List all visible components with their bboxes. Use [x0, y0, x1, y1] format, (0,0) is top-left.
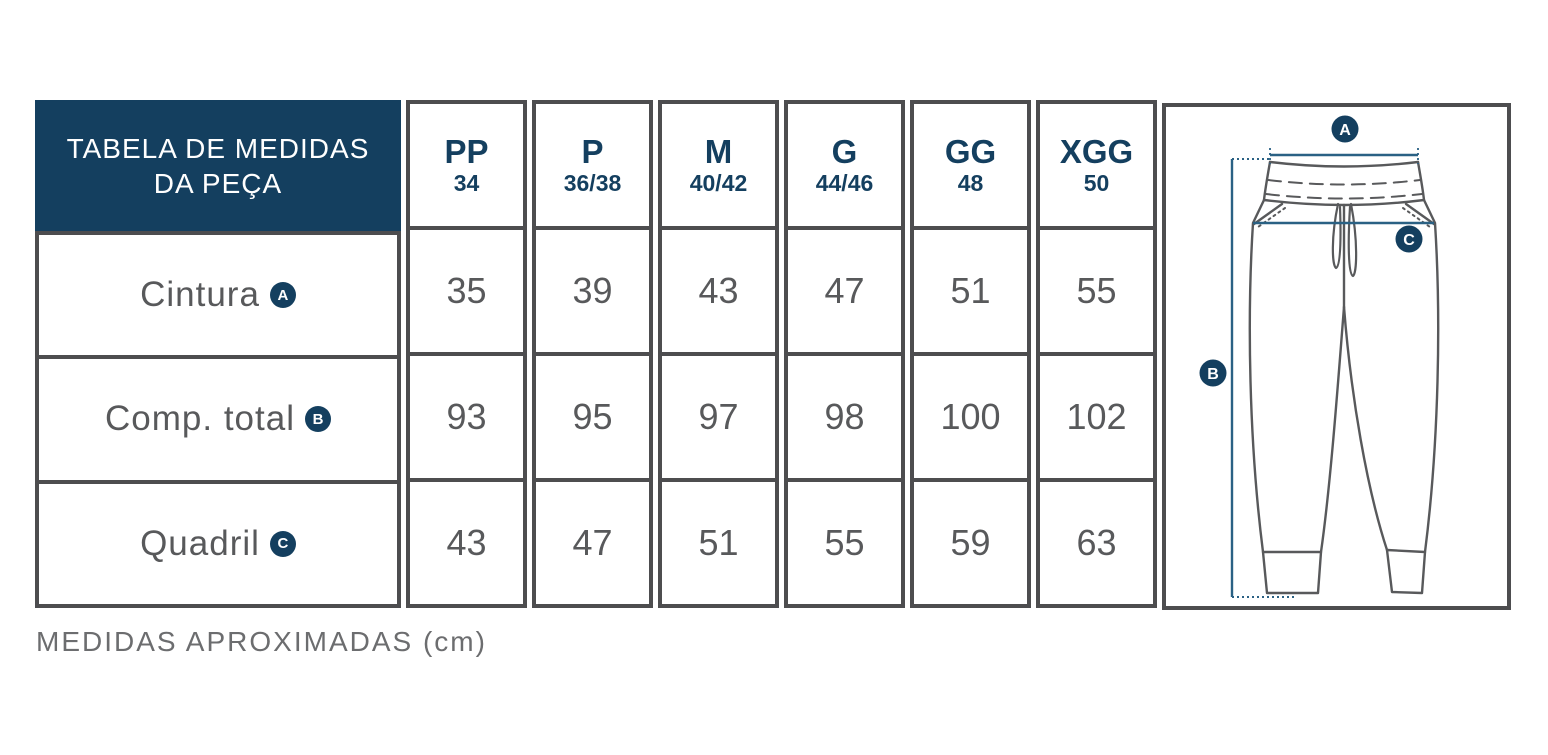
size-name: M — [704, 132, 733, 170]
size-name: G — [831, 132, 858, 170]
table-title: TABELA DE MEDIDAS DA PEÇA — [35, 100, 401, 231]
row-label-quadril: Quadril C — [39, 479, 397, 604]
badge-b-label: B — [1207, 366, 1219, 383]
table-cell: 43 — [662, 226, 775, 352]
label-column: TABELA DE MEDIDAS DA PEÇA Cintura A Comp… — [35, 100, 401, 608]
pants-illustration: A B C — [1199, 115, 1440, 598]
size-column-m: M 40/42 43 97 51 — [658, 100, 779, 608]
row-label: Quadril — [140, 523, 260, 563]
table-cell: 55 — [1040, 226, 1153, 352]
measurement-a-badge: A — [269, 282, 296, 309]
size-header: P 36/38 — [536, 104, 649, 226]
table-cell: 97 — [662, 352, 775, 478]
table-cell: 47 — [788, 226, 901, 352]
table-cell: 47 — [536, 478, 649, 604]
row-label: Comp. total — [105, 399, 295, 439]
table-cell: 43 — [410, 478, 523, 604]
table-cell: 39 — [536, 226, 649, 352]
badge-a-label: A — [1339, 122, 1351, 139]
size-header: XGG 50 — [1040, 104, 1153, 226]
size-header: M 40/42 — [662, 104, 775, 226]
size-name: P — [581, 132, 604, 170]
row-label-cintura: Cintura A — [39, 235, 397, 355]
size-number: 44/46 — [815, 169, 874, 196]
table-cell: 98 — [788, 352, 901, 478]
measurement-c-badge: C — [269, 530, 296, 557]
size-column-g: G 44/46 47 98 55 — [784, 100, 905, 608]
row-label-comp-total: Comp. total B — [39, 355, 397, 479]
row-label: Cintura — [140, 275, 260, 315]
size-number: 48 — [957, 169, 984, 196]
measurement-b-badge: B — [304, 406, 331, 433]
size-number: 36/38 — [563, 169, 622, 196]
size-column-xgg: XGG 50 55 102 63 — [1036, 100, 1157, 608]
size-name: PP — [444, 132, 489, 170]
size-column-p: P 36/38 39 95 47 — [532, 100, 653, 608]
size-number: 34 — [453, 169, 480, 196]
size-header: PP 34 — [410, 104, 523, 226]
size-column-gg: GG 48 51 100 59 — [910, 100, 1031, 608]
table-title-line2: DA PEÇA — [153, 167, 283, 199]
size-column-pp: PP 34 35 93 43 — [406, 100, 527, 608]
size-header: G 44/46 — [788, 104, 901, 226]
size-name: GG — [944, 132, 997, 170]
table-cell: 93 — [410, 352, 523, 478]
size-name: XGG — [1059, 132, 1134, 170]
badge-c-label: C — [1403, 232, 1415, 249]
table-cell: 35 — [410, 226, 523, 352]
diagram-badges: A B C — [1199, 115, 1423, 387]
badge-c-icon — [1395, 225, 1423, 253]
footer-note: MEDIDAS APROXIMADAS (cm) — [36, 626, 487, 657]
badge-b-icon — [1199, 359, 1227, 387]
table-cell: 95 — [536, 352, 649, 478]
table-cell: 102 — [1040, 352, 1153, 478]
table-cell: 51 — [662, 478, 775, 604]
size-number: 40/42 — [689, 169, 748, 196]
table-cell: 63 — [1040, 478, 1153, 604]
size-header: GG 48 — [914, 104, 1027, 226]
table-cell: 100 — [914, 352, 1027, 478]
diagram-panel: A B C — [1162, 103, 1511, 610]
table-cell: 51 — [914, 226, 1027, 352]
size-number: 50 — [1083, 169, 1110, 196]
badge-a-icon — [1331, 115, 1359, 143]
size-table: TABELA DE MEDIDAS DA PEÇA Cintura A Comp… — [35, 100, 1157, 608]
table-cell: 55 — [788, 478, 901, 604]
table-title-line1: TABELA DE MEDIDAS — [66, 132, 370, 164]
table-cell: 59 — [914, 478, 1027, 604]
label-column-body: Cintura A Comp. total B Quadril C — [35, 231, 401, 608]
